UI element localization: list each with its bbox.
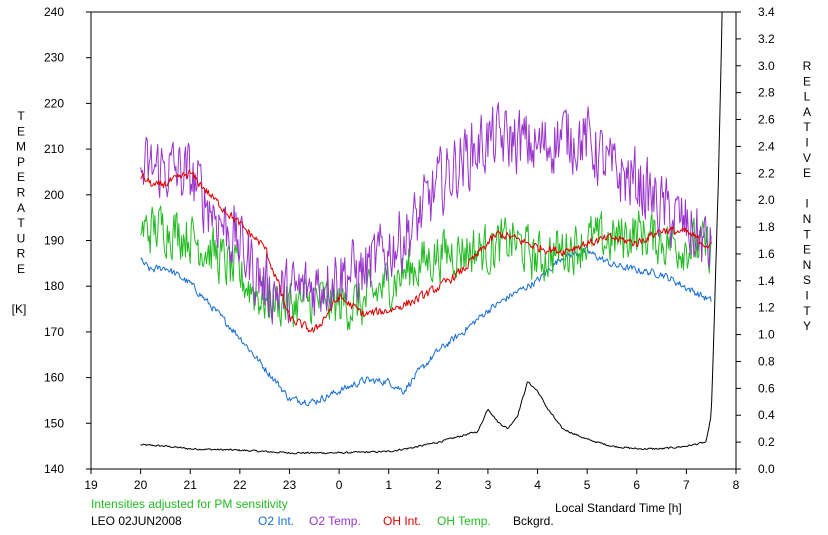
right-label-letter: T	[803, 120, 811, 134]
right-tick-label: 1.8	[758, 220, 775, 234]
right-label-letter: A	[803, 105, 811, 119]
right-label-letter: E	[803, 243, 811, 257]
station-date: LEO 02JUN2008	[91, 514, 182, 528]
left-label-unit: [K]	[12, 302, 27, 316]
right-label-letter: E	[803, 166, 811, 180]
right-label-letter: N	[803, 258, 812, 272]
x-tick-label: 20	[134, 478, 148, 492]
x-tick-label: 23	[283, 478, 297, 492]
series-line-o2-temp	[140, 102, 712, 325]
x-tick-label: 3	[485, 478, 492, 492]
x-tick-label: 21	[184, 478, 198, 492]
right-tick-label: 3.0	[758, 59, 775, 73]
right-tick-label: 2.8	[758, 86, 775, 100]
right-tick-label: 1.4	[758, 274, 775, 288]
left-tick-label: 230	[44, 51, 64, 65]
right-tick-label: 0.8	[758, 354, 775, 368]
x-tick-label: 5	[584, 478, 591, 492]
series-line-oh-int	[140, 169, 712, 333]
left-tick-label: 180	[44, 279, 64, 293]
series-line-o2-int	[140, 246, 712, 406]
left-label-letter: A	[17, 201, 25, 215]
legend-entry: O2 Int.	[258, 514, 294, 528]
pm-sensitivity-note: Intensities adjusted for PM sensitivity	[91, 497, 288, 511]
right-tick-label: 0.2	[758, 435, 775, 449]
plot-frame	[90, 11, 737, 470]
legend-entry: OH Int.	[383, 514, 421, 528]
x-tick-label: 7	[683, 478, 690, 492]
series-layer	[140, 12, 723, 455]
left-label-letter: M	[16, 140, 26, 154]
left-tick-label: 150	[44, 416, 64, 430]
right-tick-label: 0.6	[758, 381, 775, 395]
right-label-letter: R	[803, 59, 812, 73]
x-tick-label: 8	[733, 478, 740, 492]
left-label-letter: R	[17, 247, 26, 261]
left-label-letter: U	[17, 231, 26, 245]
left-axis: 140 150 160 170 180 190 200 210 220 230 240	[44, 5, 91, 476]
left-tick-label: 200	[44, 188, 64, 202]
left-tick-label: 190	[44, 234, 64, 248]
right-label-letter: L	[804, 90, 811, 104]
left-tick-label: 210	[44, 142, 64, 156]
legend-entry: O2 Temp.	[309, 514, 361, 528]
right-label-letter: N	[803, 212, 812, 226]
left-tick-label: 220	[44, 96, 64, 110]
right-tick-label: 2.6	[758, 113, 775, 127]
right-axis: 0.0 0.2 0.4 0.6 0.8 1.0 1.2 1.4 1.6 1.8 2.0 2.2 2.4 2…	[736, 5, 775, 476]
right-tick-label: 1.6	[758, 247, 775, 261]
right-label-letter: E	[803, 74, 811, 88]
x-tick-label: 2	[435, 478, 442, 492]
left-label-letter: R	[17, 186, 26, 200]
left-label-letter: T	[17, 109, 25, 123]
x-axis-label: Local Standard Time [h]	[555, 501, 682, 515]
right-tick-label: 2.0	[758, 193, 775, 207]
right-label-letter: Y	[803, 319, 811, 333]
right-tick-label: 2.4	[758, 139, 775, 153]
left-label-letter: E	[17, 262, 25, 276]
right-label-letter: I	[805, 197, 808, 211]
x-tick-label: 0	[336, 478, 343, 492]
right-label-letter: I	[805, 136, 808, 150]
series-line-bckgrd	[140, 12, 723, 455]
right-label-letter: T	[803, 227, 811, 241]
right-tick-label: 0.4	[758, 408, 775, 422]
right-label-letter: I	[805, 289, 808, 303]
right-label-letter: V	[803, 151, 811, 165]
right-tick-label: 0.0	[758, 462, 775, 476]
left-tick-label: 240	[44, 5, 64, 19]
right-tick-label: 3.2	[758, 32, 775, 46]
x-tick-label: 1	[385, 478, 392, 492]
right-tick-label: 1.0	[758, 328, 775, 342]
x-axis: 19 20 21 22 23 0 1 2 3 4 5 6 7 8	[84, 469, 740, 492]
right-tick-label: 2.2	[758, 166, 775, 180]
left-tick-label: 170	[44, 325, 64, 339]
right-label-letter: S	[803, 273, 811, 287]
x-tick-label: 22	[233, 478, 247, 492]
x-tick-label: 6	[633, 478, 640, 492]
left-label-letter: P	[17, 155, 25, 169]
left-label-letter: E	[17, 124, 25, 138]
series-line-oh-temp	[140, 205, 712, 331]
left-label-letter: E	[17, 170, 25, 184]
left-label-letter: T	[17, 216, 25, 230]
left-tick-label: 160	[44, 371, 64, 385]
right-label-letter: T	[803, 304, 811, 318]
right-tick-label: 1.2	[758, 301, 775, 315]
x-tick-label: 19	[84, 478, 98, 492]
right-tick-label: 3.4	[758, 5, 775, 19]
legend-entry: OH Temp.	[437, 514, 491, 528]
legend: O2 Int. O2 Temp. OH Int. OH Temp. Bckgrd.	[258, 514, 554, 528]
x-tick-label: 4	[534, 478, 541, 492]
legend-entry: Bckgrd.	[513, 514, 554, 528]
left-tick-label: 140	[44, 462, 64, 476]
